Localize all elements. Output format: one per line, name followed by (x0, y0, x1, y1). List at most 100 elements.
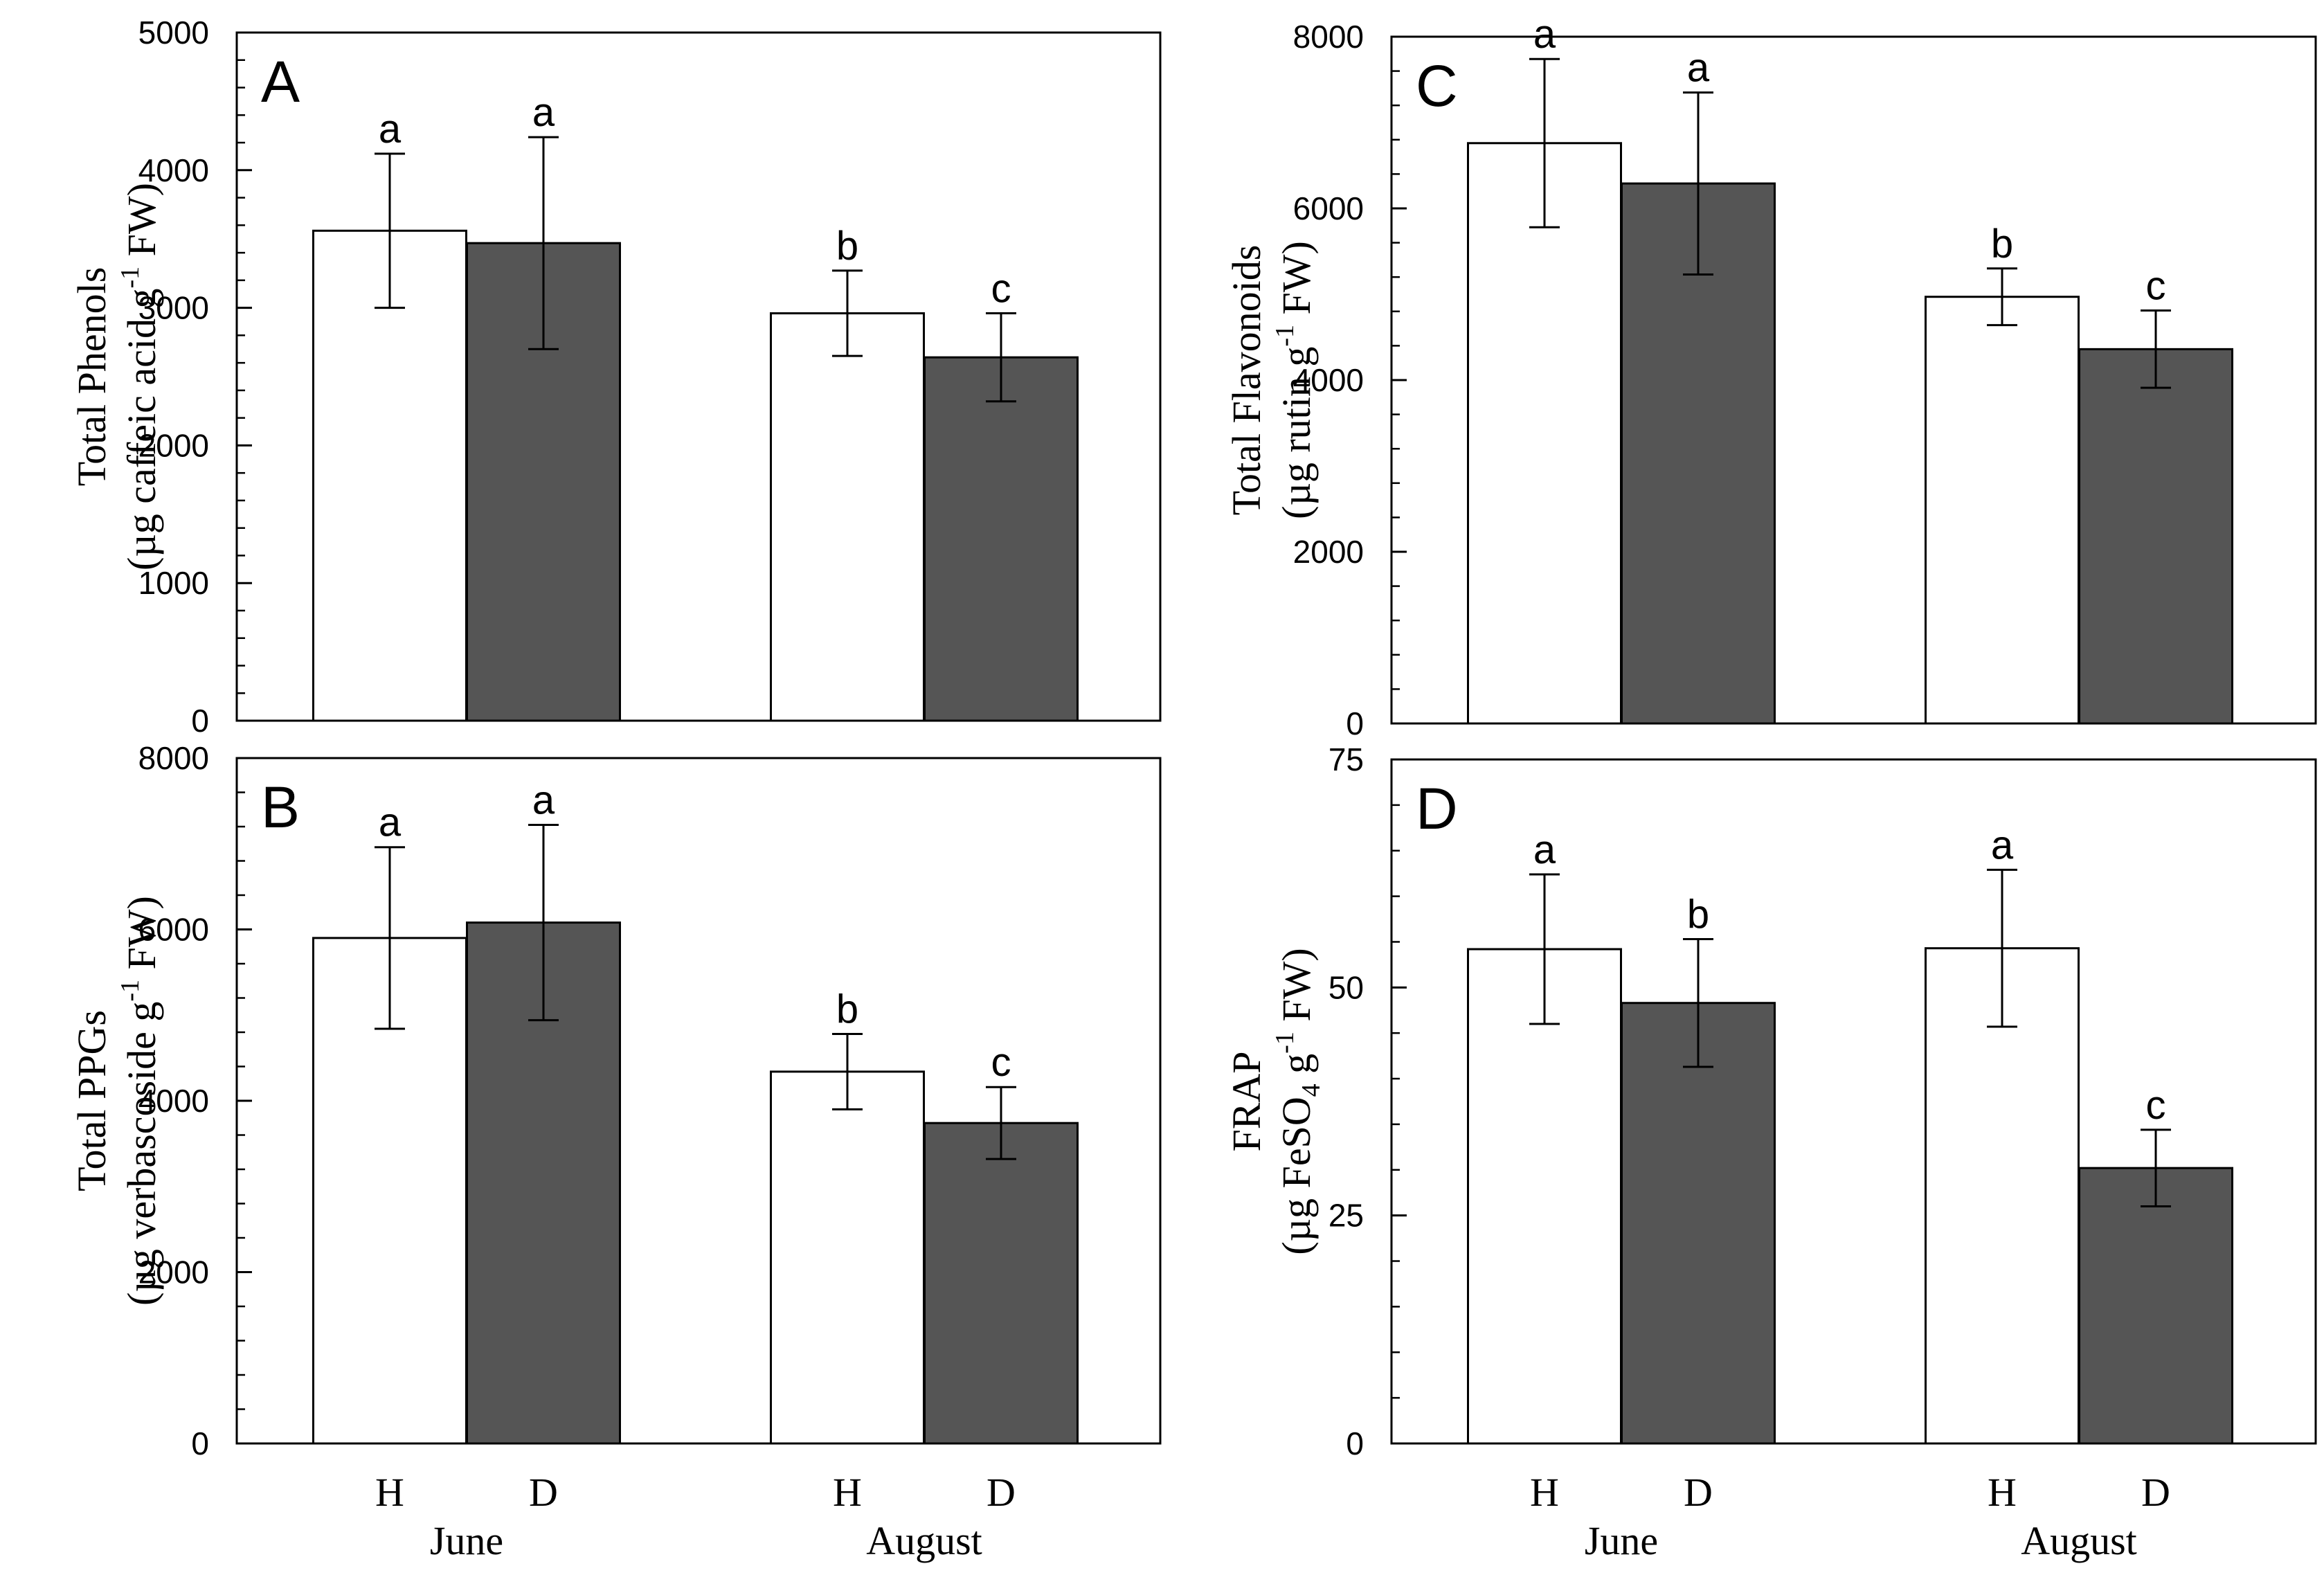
significance-letter: a (1687, 46, 1710, 91)
panel-b: a a b c 0 2000 4000 6000 8000 B Total PPGs (µg verb… (69, 740, 1162, 1563)
y-axis-label-unit: (µg verbascoside g (119, 1002, 164, 1306)
y-tick-label: 4000 (138, 1083, 209, 1119)
significance-letter: a (1991, 822, 2014, 867)
error-bar (1529, 57, 1560, 228)
y-axis-label-unit: (µg FeSO (1274, 1097, 1319, 1254)
bar-d-august (2078, 348, 2233, 725)
significance-letter: b (1991, 222, 2013, 267)
y-tick-label: 8000 (138, 740, 209, 776)
y-axis-label-superscript: -1 (1270, 1032, 1299, 1054)
y-axis-label-unit: (µg caffeic acid g (119, 288, 164, 570)
x-group-label-august: August (866, 1518, 982, 1563)
y-tick-label: 0 (191, 1425, 209, 1461)
significance-letter: c (2146, 1083, 2166, 1128)
bar-d-june (1621, 1002, 1776, 1445)
y-tick-label: 2000 (138, 427, 209, 463)
bar-h-august (770, 312, 925, 722)
error-bar (375, 846, 405, 1030)
y-tick-label: 2000 (1293, 534, 1364, 570)
significance-letter: a (532, 778, 555, 823)
error-bar (1987, 868, 2017, 1028)
y-axis-label-superscript: -1 (116, 267, 145, 289)
y-axis-label-line2: (µg caffeic acid g-1 FW) (116, 183, 164, 570)
y-axis-label-unit-tail: FW) (119, 896, 164, 980)
significance-letter: c (991, 267, 1011, 312)
x-tick-label-h: H (833, 1470, 862, 1515)
significance-letter: a (1533, 12, 1556, 57)
x-group-label-june: June (430, 1518, 503, 1563)
panel-letter: D (1416, 776, 1458, 841)
bar-d-august (2078, 1167, 2233, 1445)
x-group-label-august: August (2021, 1518, 2137, 1563)
error-bar (832, 269, 863, 357)
x-tick-label-h: H (1988, 1470, 2017, 1515)
y-axis-label: Total Phenols (µg caffeic acid g-1 FW) (69, 183, 164, 570)
x-group-label-june: June (1585, 1518, 1658, 1563)
y-axis-label-line2: (µg rutin g-1 FW) (1270, 241, 1319, 519)
plot-frame (235, 31, 1162, 722)
error-bar (832, 1032, 863, 1110)
significance-letter: b (836, 987, 858, 1032)
bar-h-august (770, 1070, 925, 1445)
error-bar (2141, 309, 2171, 389)
y-tick-label: 0 (1346, 705, 1364, 741)
y-tick-label: 3000 (138, 290, 209, 326)
error-bar (2141, 1128, 2171, 1207)
panel-a: a a b c 0 1000 2000 3000 4000 5000 A Total Phenols(… (69, 15, 1162, 739)
y-tick-label: 25 (1328, 1198, 1364, 1234)
error-bar (1683, 91, 1713, 276)
error-bar (1987, 267, 2017, 327)
y-axis-label-unit: (µg rutin g (1274, 347, 1319, 519)
y-tick-label: 75 (1328, 741, 1364, 777)
panel-letter: C (1416, 53, 1458, 118)
y-axis-label-unit-tail: FW) (1274, 241, 1319, 325)
bar-h-june (312, 229, 467, 722)
significance-letter: a (379, 800, 402, 845)
y-axis-label: Total Flavonoids (µg rutin g-1 FW) (1224, 241, 1319, 519)
significance-letter: b (836, 224, 858, 269)
bar-h-june (1467, 948, 1622, 1445)
error-bar (1683, 938, 1713, 1068)
y-tick-label: 0 (1346, 1425, 1364, 1461)
y-axis-label-unit-tail: FW) (1274, 948, 1319, 1032)
error-bar (1529, 873, 1560, 1025)
x-tick-label-h: H (1530, 1470, 1559, 1515)
x-tick-label-d: D (987, 1470, 1016, 1515)
panel-letter: A (261, 49, 300, 114)
x-tick-label-d: D (2141, 1470, 2170, 1515)
y-axis-label-line1: Total Flavonoids (1224, 245, 1269, 516)
y-axis-label-unit-tail: FW) (119, 183, 164, 267)
significance-letter: c (991, 1040, 1011, 1085)
error-bar (986, 312, 1016, 403)
y-axis-label-superscript: -1 (116, 980, 145, 1002)
y-tick-label: 0 (191, 703, 209, 739)
significance-letter: a (532, 90, 555, 135)
x-tick-label-h: H (375, 1470, 404, 1515)
y-tick-label: 8000 (1293, 19, 1364, 55)
y-axis-label-line2: (µg FeSO4 g-1 FW) (1270, 948, 1326, 1254)
panel-letter: B (261, 775, 300, 840)
y-tick-label: 4000 (1293, 362, 1364, 398)
y-tick-label: 6000 (138, 912, 209, 948)
plot-frame (1390, 758, 2317, 1445)
y-axis-label-line1: FRAP (1224, 1051, 1269, 1151)
panel-c: a a b c 0 2000 4000 6000 8000 C Total Flavonoids (µ… (1224, 12, 2317, 741)
x-tick-label-d: D (1684, 1470, 1713, 1515)
bar-h-august (1925, 296, 2080, 725)
y-tick-label: 4000 (138, 152, 209, 188)
error-bar (528, 136, 559, 350)
bar-d-august (924, 356, 1079, 722)
y-tick-label: 6000 (1293, 190, 1364, 226)
bar-h-june (1467, 142, 1622, 725)
y-axis-label-subscript: 4 (1297, 1083, 1326, 1097)
significance-letter: b (1687, 892, 1709, 937)
y-axis-label-unit-mid: g (1274, 1054, 1319, 1084)
significance-letter: a (379, 107, 402, 152)
panel-d: a b a c 0 25 50 75 D FRAP (µg FeSO4 g-1 FW) H D H D Jun… (1224, 741, 2317, 1563)
bar-h-august (1925, 947, 2080, 1445)
y-axis-label-line1: Total Phenols (69, 267, 114, 487)
error-bar (528, 824, 559, 1022)
bar-d-august (924, 1122, 1079, 1445)
significance-letter: a (1533, 827, 1556, 872)
